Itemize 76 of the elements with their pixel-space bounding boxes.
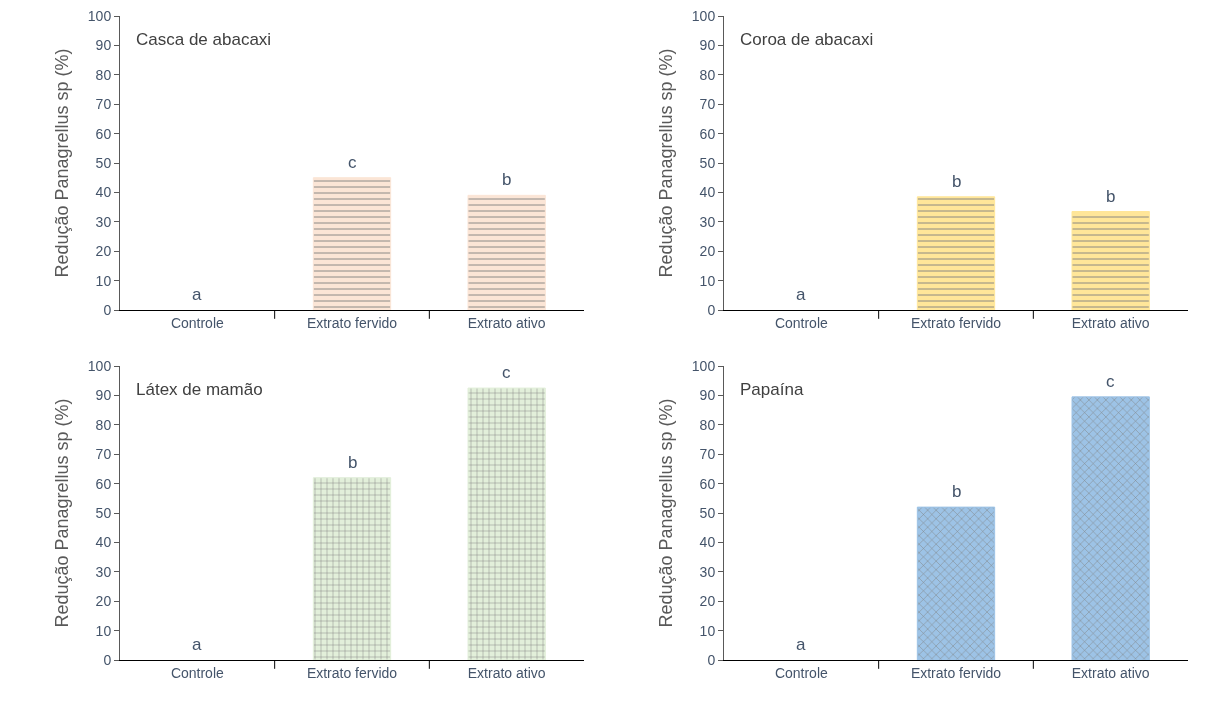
x-tick-label: Extrato ativo bbox=[467, 314, 546, 331]
y-tick-label: 30 bbox=[95, 563, 112, 580]
y-tick-label: 40 bbox=[699, 184, 716, 201]
y-tick-label: 80 bbox=[699, 416, 716, 433]
y-tick-label: 90 bbox=[699, 387, 716, 404]
y-tick-label: 100 bbox=[87, 357, 112, 374]
y-tick-label: 80 bbox=[95, 66, 112, 83]
y-tick-label: 10 bbox=[95, 272, 112, 289]
y-tick-label: 90 bbox=[95, 387, 112, 404]
annotation: c bbox=[1106, 372, 1115, 391]
annotation: b bbox=[1106, 187, 1116, 206]
y-tick-label: 70 bbox=[699, 96, 716, 113]
annotation: a bbox=[192, 635, 202, 654]
y-tick-label: 50 bbox=[95, 154, 112, 171]
y-tick-label: 90 bbox=[699, 37, 716, 54]
y-tick-label: 60 bbox=[95, 475, 112, 492]
text: Papaína bbox=[740, 380, 804, 399]
y-tick-label: 20 bbox=[699, 243, 716, 260]
y-tick-label: 30 bbox=[95, 213, 112, 230]
y-tick-label: 70 bbox=[95, 446, 112, 463]
y-tick-label: 60 bbox=[699, 125, 716, 142]
x-tick-label: Controle bbox=[170, 664, 224, 681]
text: Casca de abacaxi bbox=[136, 30, 272, 49]
annotation: a bbox=[796, 635, 806, 654]
y-tick-label: 40 bbox=[95, 534, 112, 551]
y-axis-title: Redução Panagrellus sp (%) bbox=[52, 398, 73, 628]
x-tick-label: Extrato fervido bbox=[306, 664, 398, 681]
text: Coroa de abacaxi bbox=[740, 30, 874, 49]
x-tick-label: Controle bbox=[774, 314, 828, 331]
y-tick-label: 30 bbox=[699, 213, 716, 230]
x-tick-label: Extrato ativo bbox=[1071, 664, 1150, 681]
y-axis-title: Redução Panagrellus sp (%) bbox=[656, 398, 677, 628]
annotation: a bbox=[796, 285, 806, 304]
y-tick-label: 30 bbox=[699, 563, 716, 580]
y-axis-title: Redução Panagrellus sp (%) bbox=[52, 48, 73, 278]
y-tick-label: 10 bbox=[699, 272, 716, 289]
annotation: b bbox=[348, 453, 358, 472]
x-tick-label: Controle bbox=[774, 664, 828, 681]
x-tick-label: Extrato ativo bbox=[467, 664, 546, 681]
y-tick-label: 50 bbox=[699, 504, 716, 521]
y-tick-label: 10 bbox=[699, 622, 716, 639]
y-tick-label: 0 bbox=[103, 301, 112, 318]
y-tick-label: 90 bbox=[95, 37, 112, 54]
x-tick-label: Extrato fervido bbox=[910, 664, 1002, 681]
x-tick-label: Extrato fervido bbox=[306, 314, 398, 331]
y-tick-label: 80 bbox=[699, 66, 716, 83]
y-tick-label: 40 bbox=[95, 184, 112, 201]
x-tick-label: Controle bbox=[170, 314, 224, 331]
y-tick-label: 70 bbox=[699, 446, 716, 463]
annotation: c bbox=[502, 363, 511, 382]
y-tick-label: 60 bbox=[95, 125, 112, 142]
annotation: b bbox=[952, 482, 962, 501]
y-tick-label: 60 bbox=[699, 475, 716, 492]
y-tick-label: 100 bbox=[691, 7, 716, 24]
y-tick-label: 0 bbox=[707, 651, 716, 668]
y-tick-label: 100 bbox=[87, 7, 112, 24]
annotation: b bbox=[952, 172, 962, 191]
x-tick-label: Extrato ativo bbox=[1071, 314, 1150, 331]
y-tick-label: 0 bbox=[103, 651, 112, 668]
y-axis-title: Redução Panagrellus sp (%) bbox=[656, 48, 677, 278]
annotation: c bbox=[348, 153, 357, 172]
annotation: b bbox=[502, 170, 512, 189]
y-tick-label: 50 bbox=[699, 154, 716, 171]
y-tick-label: 100 bbox=[691, 357, 716, 374]
y-tick-label: 0 bbox=[707, 301, 716, 318]
y-tick-label: 20 bbox=[699, 593, 716, 610]
text: Látex de mamão bbox=[136, 380, 263, 399]
y-tick-label: 40 bbox=[699, 534, 716, 551]
y-tick-label: 20 bbox=[95, 593, 112, 610]
y-tick-label: 20 bbox=[95, 243, 112, 260]
y-tick-label: 50 bbox=[95, 504, 112, 521]
y-tick-label: 80 bbox=[95, 416, 112, 433]
y-tick-label: 70 bbox=[95, 96, 112, 113]
y-tick-label: 10 bbox=[95, 622, 112, 639]
x-tick-label: Extrato fervido bbox=[910, 314, 1002, 331]
annotation: a bbox=[192, 285, 202, 304]
